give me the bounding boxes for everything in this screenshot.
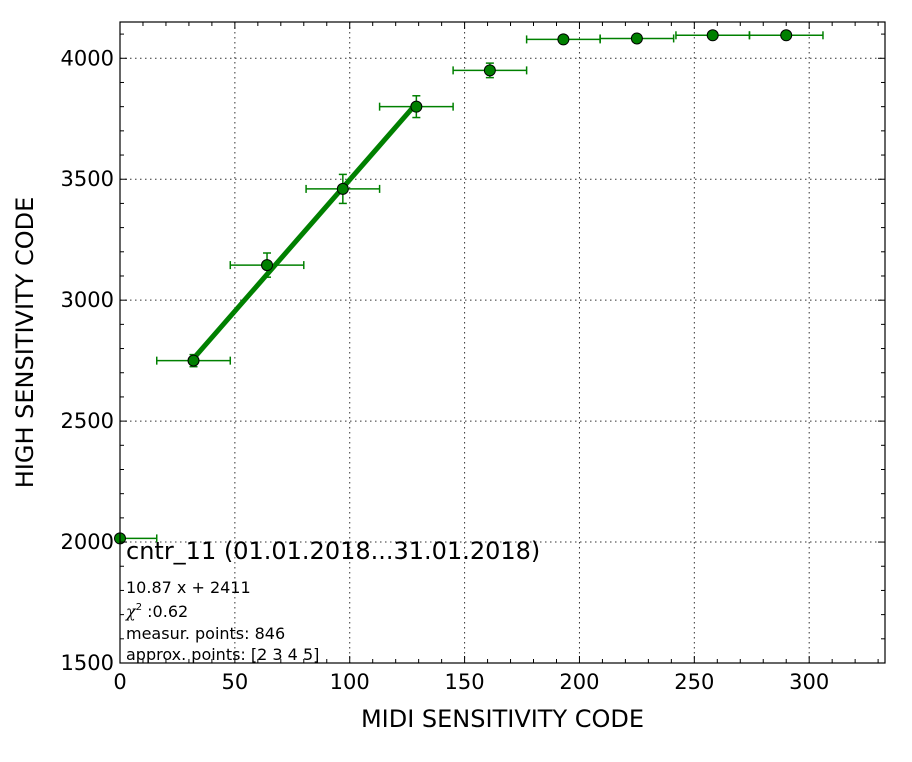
y-tick-label: 3500 [61, 167, 114, 191]
annotation-box: cntr_11 (01.01.2018...31.01.2018) 10.87 … [125, 537, 540, 664]
x-tick-label: 150 [445, 670, 485, 694]
chi-symbol: χ [125, 602, 137, 621]
annotation-measur-points: measur. points: 846 [126, 624, 285, 643]
fit-line-layer [191, 101, 419, 361]
y-tick-label: 3000 [61, 288, 114, 312]
data-point [410, 100, 423, 113]
y-tick-label: 2500 [61, 409, 114, 433]
data-points [114, 29, 793, 545]
data-point [706, 29, 719, 42]
data-point [780, 29, 793, 42]
annotation-chi2: χ2 :0.62 [125, 602, 188, 621]
annotation-equation: 10.87 x + 2411 [126, 578, 251, 597]
annotation-approx-points: approx. points: [2 3 4 5] [126, 645, 319, 664]
data-point [630, 32, 643, 45]
grid-lines [120, 22, 885, 663]
tick-labels: 0 50 100 150 200 250 300 1500 2000 2500 3000 3500 40… [61, 22, 885, 694]
x-tick-label: 50 [221, 670, 248, 694]
x-tick-label: 100 [330, 670, 370, 694]
y-tick-label: 4000 [61, 46, 114, 70]
plot-frame [119, 21, 886, 664]
y-tick-label: 2000 [61, 530, 114, 554]
data-point [261, 259, 274, 272]
x-tick-label: 300 [789, 670, 829, 694]
data-point [483, 64, 496, 77]
minor-ticks [120, 22, 885, 663]
data-point [187, 354, 200, 367]
data-point [336, 182, 349, 195]
error-bars [120, 31, 824, 543]
x-tick-label: 200 [559, 670, 599, 694]
chi-value: :0.62 [142, 602, 188, 621]
annotation-title: cntr_11 (01.01.2018...31.01.2018) [126, 537, 540, 565]
chi-exponent: 2 [136, 602, 142, 613]
x-axis-label: MIDI SENSITIVITY CODE [361, 705, 644, 733]
x-tick-label: 0 [113, 670, 126, 694]
fit-line [191, 101, 419, 361]
data-point [557, 33, 570, 46]
x-tick-label: 250 [674, 670, 714, 694]
y-tick-label: 1500 [61, 651, 114, 675]
y-axis-label: HIGH SENSITIVITY CODE [11, 197, 39, 489]
